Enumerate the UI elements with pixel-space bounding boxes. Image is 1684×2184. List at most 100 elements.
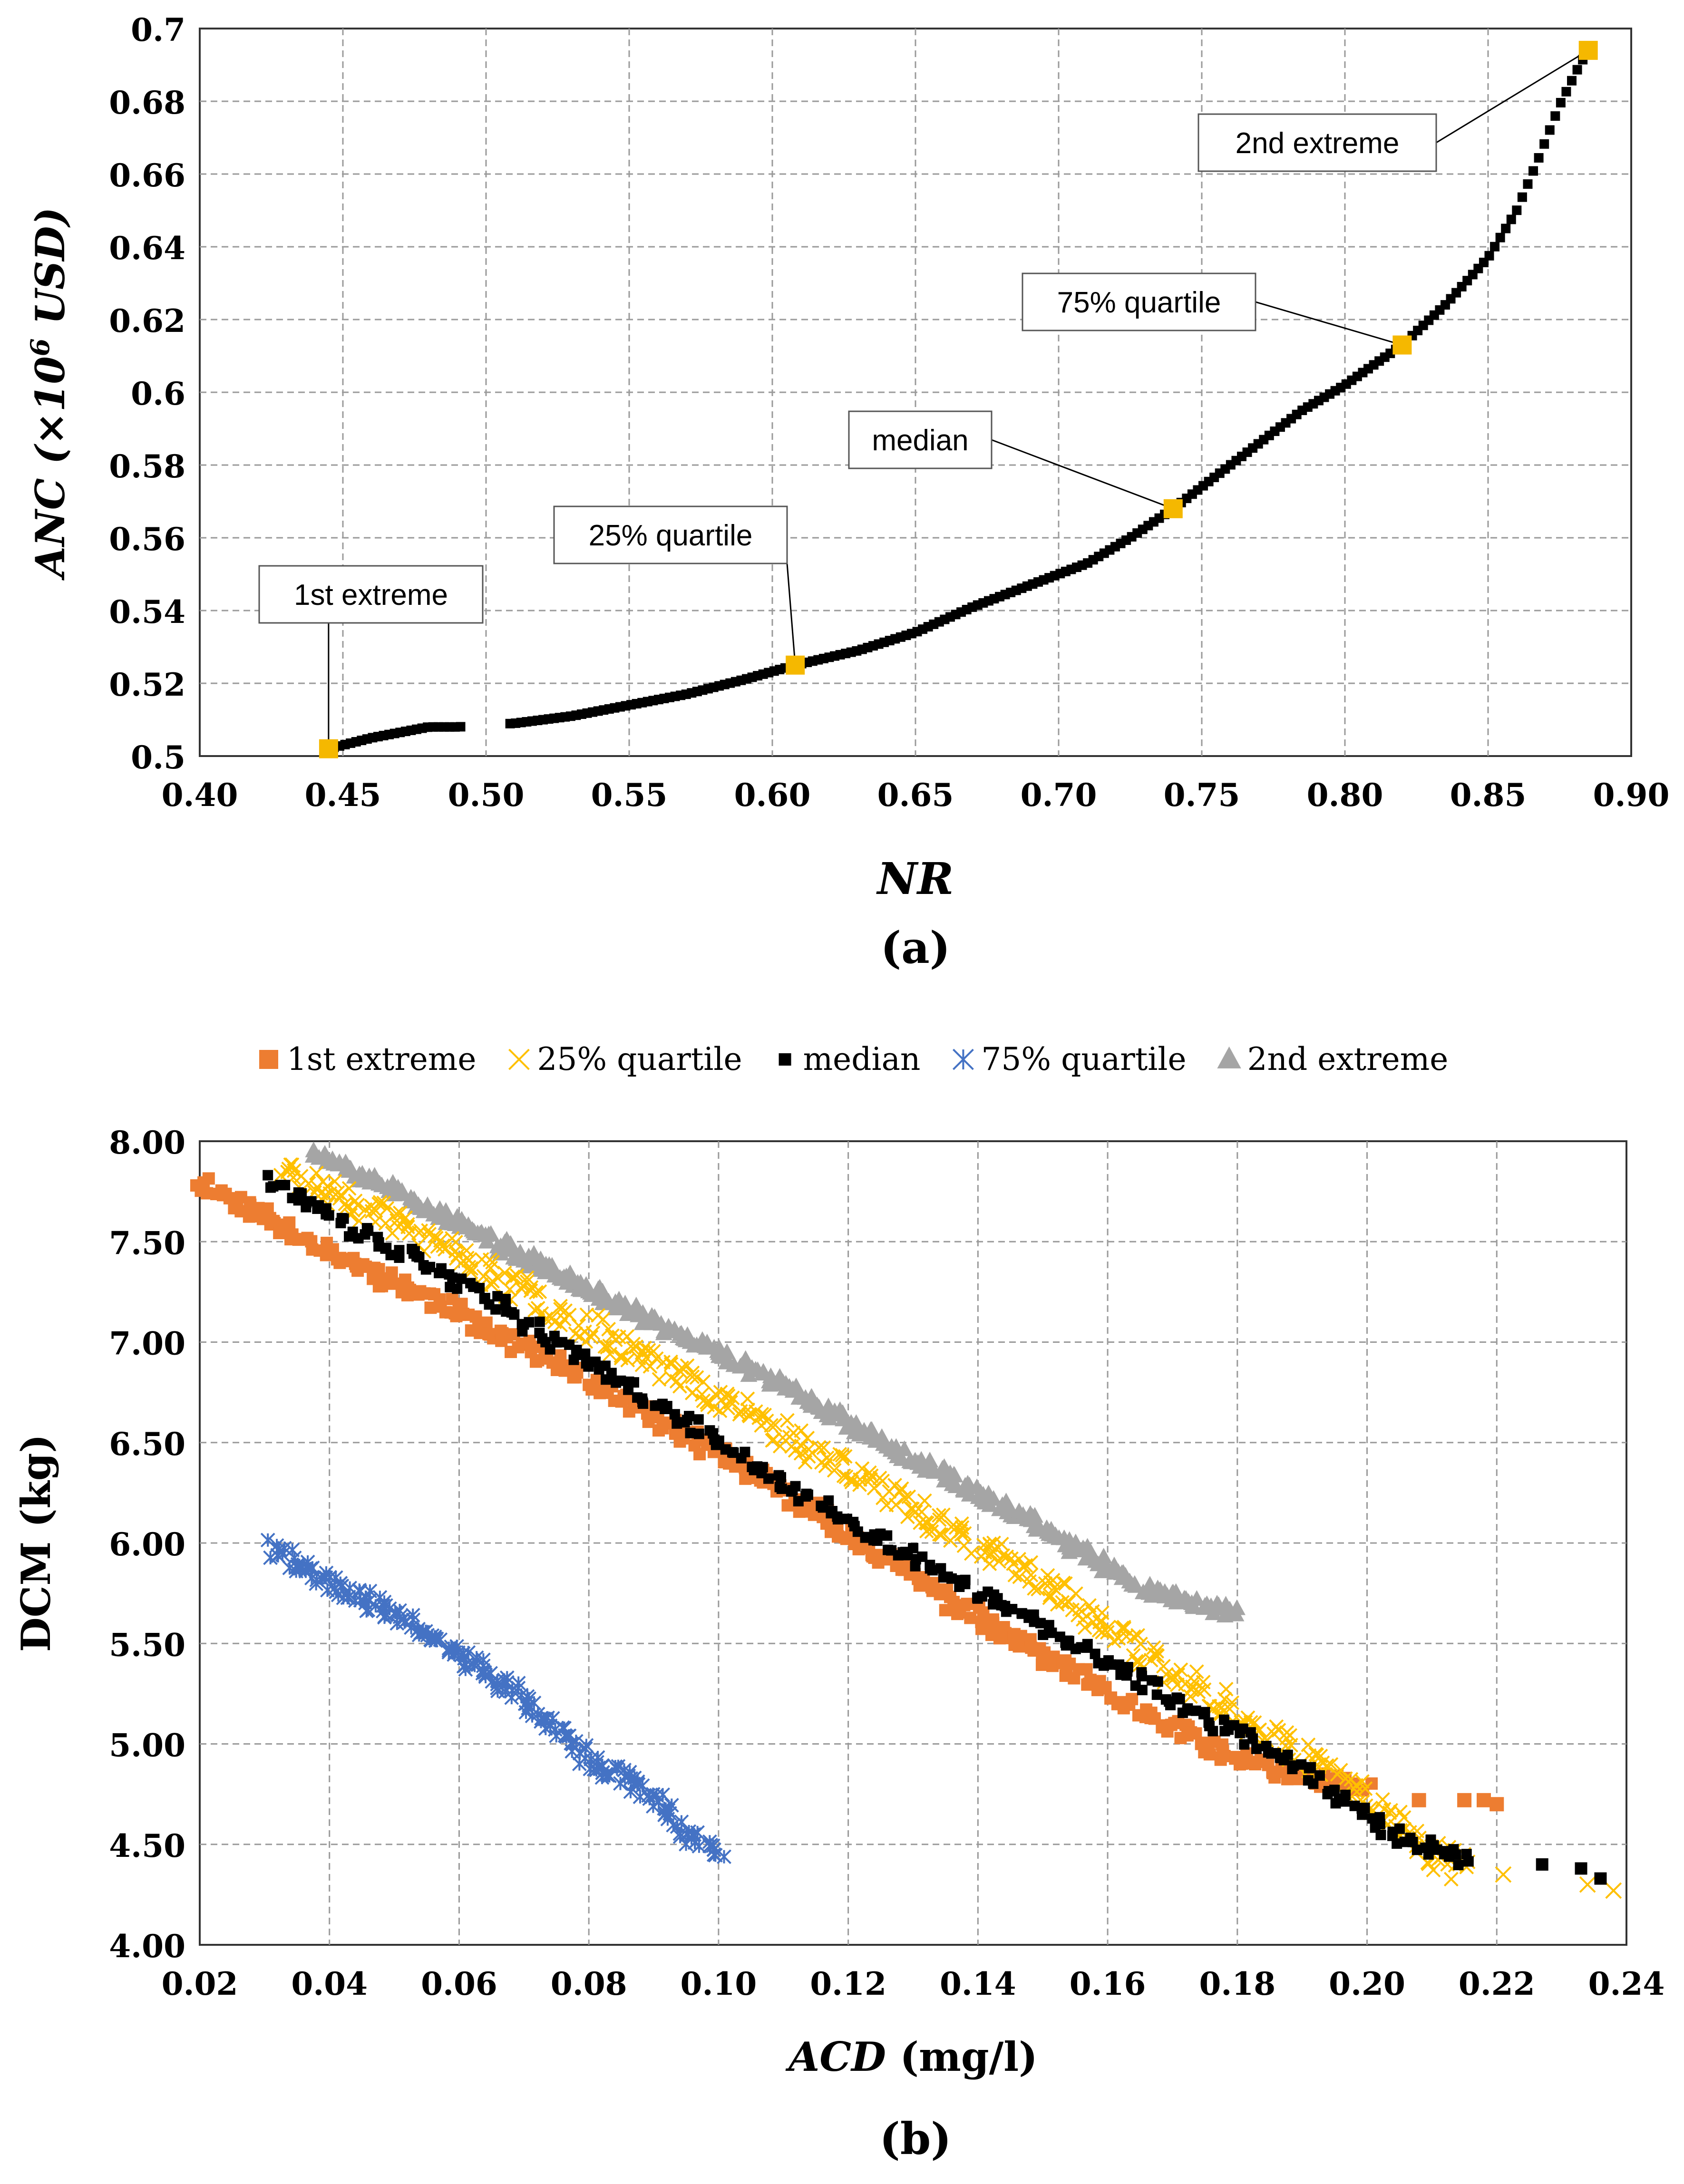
data-point <box>693 1414 704 1425</box>
data-point <box>975 1616 988 1629</box>
data-point <box>1490 242 1500 252</box>
data-point <box>1489 1797 1504 1812</box>
data-point <box>1090 1649 1100 1660</box>
x-axis-title-b: ACD (mg/l) <box>785 2033 1038 2080</box>
data-point <box>674 1814 689 1829</box>
data-point <box>1217 1691 1232 1707</box>
data-point <box>1411 1793 1426 1807</box>
data-point <box>625 1341 641 1356</box>
data-point <box>821 1453 837 1468</box>
x-tick-label-b: 0.12 <box>810 1965 886 2002</box>
annotation-label: 2nd extreme <box>1236 127 1400 160</box>
y-axis-title-a: ANC (×106 USD) <box>25 207 74 581</box>
data-point <box>1107 1633 1121 1649</box>
data-point <box>1506 214 1516 224</box>
data-point <box>611 1377 622 1388</box>
data-point <box>1426 1863 1441 1878</box>
data-point <box>1284 1737 1298 1753</box>
data-point <box>623 1376 634 1387</box>
data-point <box>860 1532 871 1543</box>
data-point <box>932 1512 947 1527</box>
ticks-a: 0.40 0.45 0.50 0.55 0.60 0.65 0.70 0.75 0.80 0.85… <box>109 11 1669 814</box>
data-point <box>1114 1659 1125 1670</box>
data-point <box>1105 1659 1116 1670</box>
data-point <box>464 1261 479 1276</box>
data-point <box>887 1478 902 1493</box>
data-point <box>1572 65 1582 75</box>
data-point <box>934 1527 949 1543</box>
data-point <box>570 1280 588 1296</box>
data-point <box>1171 1692 1182 1703</box>
annotation-box <box>553 505 788 564</box>
data-point <box>720 1388 736 1404</box>
data-point <box>323 1210 334 1221</box>
y-tick-label-a: 0.6 <box>131 375 185 412</box>
x-tick-label-a: 0.70 <box>1021 777 1097 814</box>
data-point <box>1191 1684 1206 1699</box>
data-point <box>1358 1781 1373 1796</box>
data-point <box>848 1516 859 1527</box>
y-tick-label-a: 0.54 <box>109 593 185 631</box>
data-point <box>1523 179 1533 189</box>
x-tick-label-b: 0.06 <box>421 1965 497 2002</box>
data-point <box>1457 1793 1472 1807</box>
data-point <box>1081 1545 1099 1561</box>
data-point <box>568 1354 579 1365</box>
data-point <box>1235 1728 1246 1738</box>
annotation-box <box>258 565 484 624</box>
data-point <box>1324 1757 1339 1772</box>
data-point <box>342 1581 358 1596</box>
data-point <box>759 1413 774 1428</box>
data-point <box>786 1486 797 1497</box>
data-point <box>392 1185 410 1201</box>
data-point <box>490 1304 501 1315</box>
data-point <box>341 1181 357 1196</box>
y-axis-title-b: DCM (kg) <box>12 1434 59 1652</box>
data-point <box>638 1398 649 1409</box>
data-point <box>594 1282 612 1299</box>
panel-label-a: (a) <box>881 922 951 973</box>
data-point <box>1137 1685 1148 1696</box>
data-point <box>1251 1743 1262 1754</box>
data-point <box>511 1243 529 1260</box>
data-point <box>1023 1555 1039 1570</box>
data-point <box>1545 125 1555 135</box>
data-point <box>823 1495 834 1506</box>
data-point <box>1247 1733 1258 1744</box>
data-point <box>782 1429 797 1445</box>
data-point <box>601 1374 612 1385</box>
data-point <box>1605 1882 1622 1899</box>
data-point <box>862 1465 877 1480</box>
data-point <box>642 1359 658 1374</box>
data-point <box>597 1339 613 1354</box>
legend-label: 1st extreme <box>287 1041 476 1077</box>
data-point <box>1477 1793 1491 1807</box>
data-point <box>1190 1705 1201 1716</box>
y-tick-label-b: 5.00 <box>109 1727 185 1764</box>
data-point <box>935 1563 946 1574</box>
data-point <box>529 1285 544 1300</box>
data-point <box>793 1446 808 1461</box>
data-point <box>1131 1654 1146 1669</box>
data-point <box>461 1253 477 1268</box>
data-point <box>1308 1778 1319 1789</box>
y-tick-label-a: 0.64 <box>109 230 185 267</box>
ticks-b: 0.02 0.04 0.06 0.08 0.10 0.12 0.14 0.16 0.18 0.20… <box>109 1124 1665 2002</box>
data-point <box>1556 97 1566 107</box>
data-point <box>1080 1663 1093 1676</box>
data-point <box>1189 1664 1204 1679</box>
x-tick-label-a: 0.65 <box>877 777 954 814</box>
data-point <box>1063 1636 1074 1647</box>
data-point <box>954 1516 969 1531</box>
data-point <box>872 1470 887 1485</box>
data-point <box>673 1364 688 1379</box>
data-point <box>1287 1764 1298 1775</box>
data-point <box>1396 1810 1411 1825</box>
data-point <box>1279 1731 1294 1746</box>
data-point <box>371 1196 387 1212</box>
data-point <box>433 1233 448 1248</box>
data-point <box>569 1371 582 1384</box>
data-point <box>652 1372 667 1387</box>
data-point <box>1339 1796 1350 1807</box>
data-point <box>505 1683 520 1698</box>
